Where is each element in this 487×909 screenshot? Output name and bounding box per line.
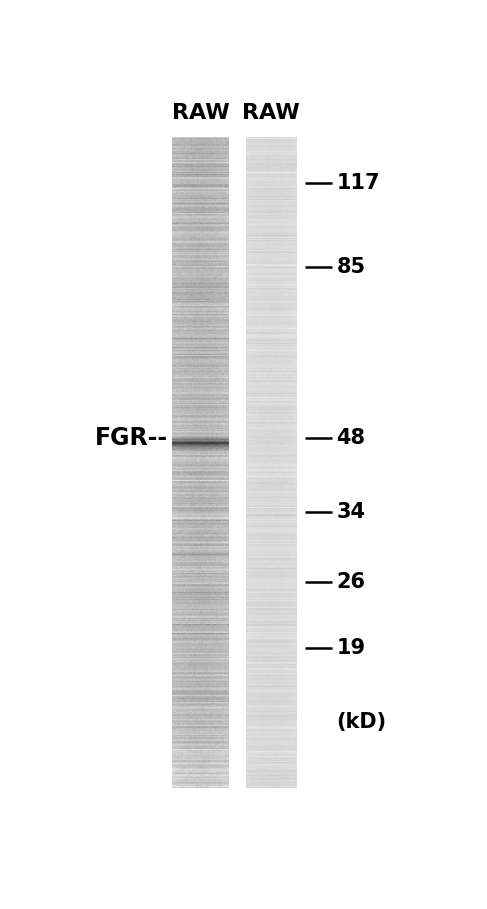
Text: FGR--: FGR-- — [95, 426, 168, 450]
Text: 48: 48 — [337, 428, 365, 448]
Text: 34: 34 — [337, 502, 365, 522]
Text: 85: 85 — [337, 256, 366, 276]
Text: 19: 19 — [337, 638, 366, 658]
Text: 117: 117 — [337, 173, 380, 193]
Text: RAW: RAW — [243, 103, 300, 123]
Text: (kD): (kD) — [337, 712, 387, 732]
Text: RAW: RAW — [171, 103, 229, 123]
Text: 26: 26 — [337, 572, 365, 592]
